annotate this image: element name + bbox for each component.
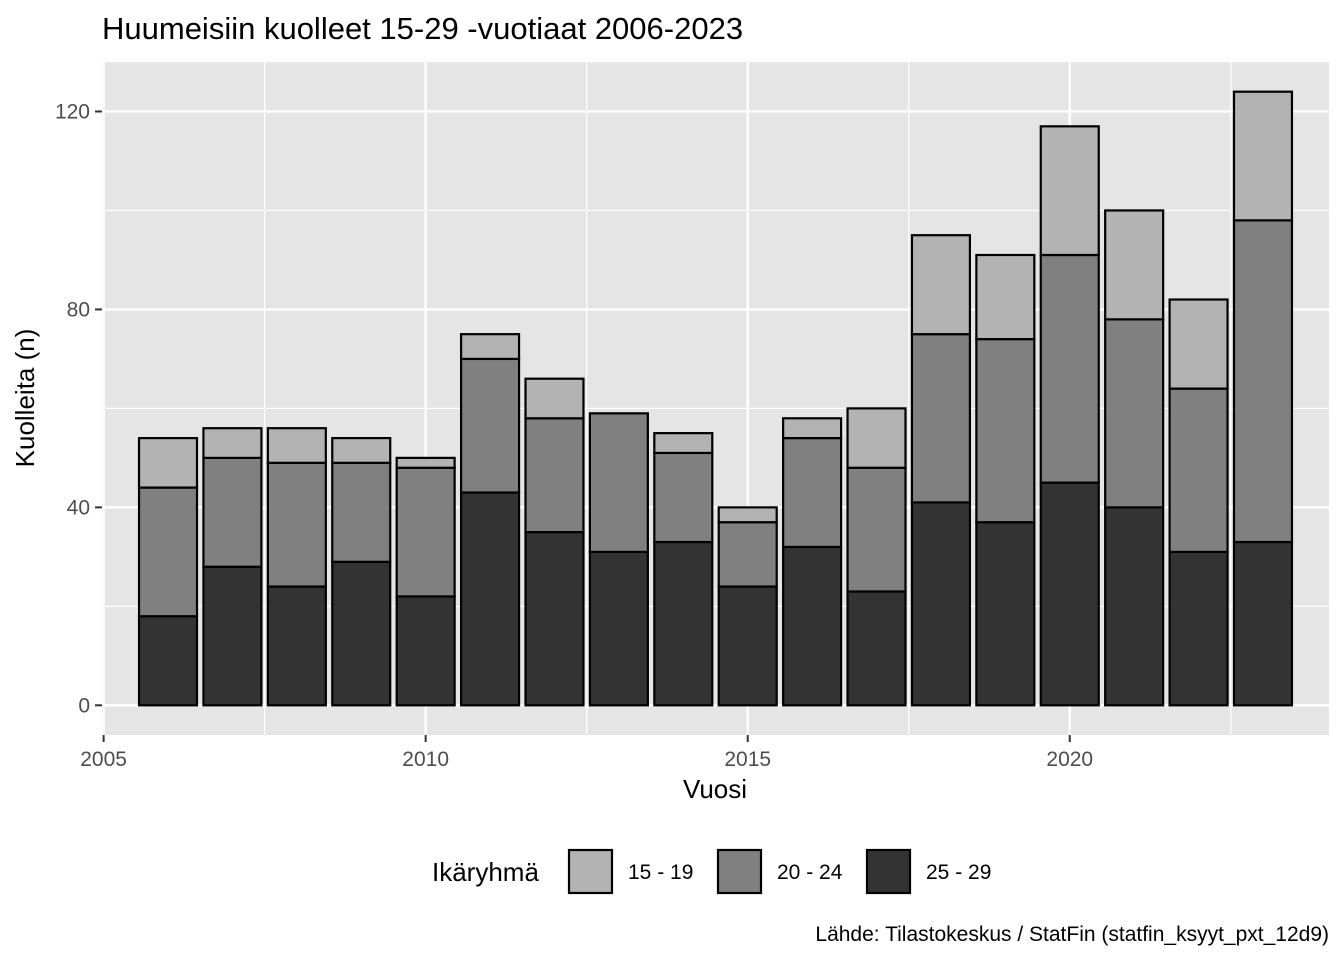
bar-2021-25-29	[1104, 506, 1165, 707]
bar-2015-25-29	[717, 585, 778, 707]
bar-2010-25-29	[395, 595, 456, 707]
bar-2007-15-19	[202, 427, 263, 459]
legend-label: 20 - 24	[777, 861, 843, 884]
bar-2008-20-24	[266, 461, 327, 588]
y-tick-label: 0	[78, 694, 90, 717]
bar-2010-20-24	[395, 466, 456, 598]
bar-2019-25-29	[975, 521, 1036, 707]
x-axis-label: Vuosi	[683, 774, 747, 804]
y-tick-label: 120	[55, 100, 90, 123]
bar-2008-25-29	[266, 585, 327, 707]
bar-2019-15-19	[975, 253, 1036, 341]
bar-2017-15-19	[846, 407, 907, 469]
y-axis-label: Kuolleita (n)	[10, 329, 40, 468]
legend-label: 15 - 19	[628, 861, 693, 884]
bar-2006-15-19	[137, 436, 199, 489]
bar-2023-15-19	[1232, 90, 1294, 222]
bar-2015-15-19	[717, 506, 778, 524]
bar-2007-20-24	[202, 456, 263, 568]
bar-2013-25-29	[588, 550, 649, 707]
bar-2018-15-19	[910, 234, 972, 336]
bar-2017-20-24	[846, 466, 907, 593]
bar-2012-20-24	[524, 417, 585, 534]
bars	[137, 90, 1294, 707]
legend-items: 15 - 19 20 - 24 25 - 29	[567, 848, 991, 895]
y-tick-label: 80	[67, 298, 90, 321]
bar-2015-20-24	[717, 521, 778, 588]
y-axis: 0 40 80 120	[55, 100, 102, 717]
bar-2014-25-29	[653, 540, 714, 707]
bar-2016-20-24	[782, 436, 843, 549]
bar-2016-25-29	[782, 545, 843, 707]
bar-2008-15-19	[266, 427, 327, 464]
bar-2012-25-29	[524, 531, 585, 707]
chart-caption: Lähde: Tilastokeskus / StatFin (statfin_…	[815, 923, 1329, 946]
bar-2019-20-24	[975, 338, 1036, 524]
bar-2022-25-29	[1168, 550, 1229, 707]
legend-key-25-29	[865, 848, 912, 895]
bar-2023-20-24	[1232, 219, 1294, 544]
chart-title: Huumeisiin kuolleet 15-29 -vuotiaat 2006…	[102, 11, 743, 46]
legend-label: 25 - 29	[926, 861, 991, 884]
bar-2022-20-24	[1168, 387, 1229, 554]
bar-2007-25-29	[202, 565, 263, 707]
bar-2010-15-19	[395, 456, 456, 469]
bar-2012-15-19	[524, 377, 585, 420]
legend-key-15-19	[567, 848, 614, 895]
bar-2011-25-29	[459, 491, 521, 707]
bar-2023-25-29	[1232, 540, 1294, 707]
bar-2016-15-19	[782, 417, 843, 440]
bar-2020-20-24	[1039, 253, 1100, 484]
bar-2018-25-29	[910, 501, 972, 707]
legend-key-20-24	[716, 848, 763, 895]
x-tick-label: 2015	[724, 748, 771, 771]
legend: Ikäryhmä 15 - 19 20 - 24 25 - 29	[432, 848, 991, 895]
x-axis: 2005 2010 2015 2020	[80, 735, 1093, 771]
bar-2009-25-29	[331, 560, 392, 707]
bar-2021-20-24	[1104, 318, 1165, 509]
bar-2009-15-19	[331, 436, 392, 464]
bar-2011-20-24	[459, 357, 521, 494]
legend-title: Ikäryhmä	[432, 857, 539, 887]
x-tick-label: 2005	[80, 748, 127, 771]
bar-2018-20-24	[910, 333, 972, 504]
bar-2017-25-29	[846, 590, 907, 707]
bar-2021-15-19	[1104, 209, 1165, 321]
x-tick-label: 2020	[1046, 748, 1093, 771]
bar-2013-20-24	[588, 412, 649, 554]
bar-2011-15-19	[459, 333, 521, 361]
bar-2020-15-19	[1039, 125, 1100, 257]
bar-2022-15-19	[1168, 298, 1229, 390]
bar-2009-20-24	[331, 461, 392, 563]
bar-2006-25-29	[137, 615, 199, 707]
bar-2020-25-29	[1039, 481, 1100, 707]
x-tick-label: 2010	[402, 748, 449, 771]
bar-2014-20-24	[653, 451, 714, 544]
bar-2014-15-19	[653, 432, 714, 455]
y-tick-label: 40	[67, 496, 90, 519]
bar-2006-20-24	[137, 486, 199, 618]
